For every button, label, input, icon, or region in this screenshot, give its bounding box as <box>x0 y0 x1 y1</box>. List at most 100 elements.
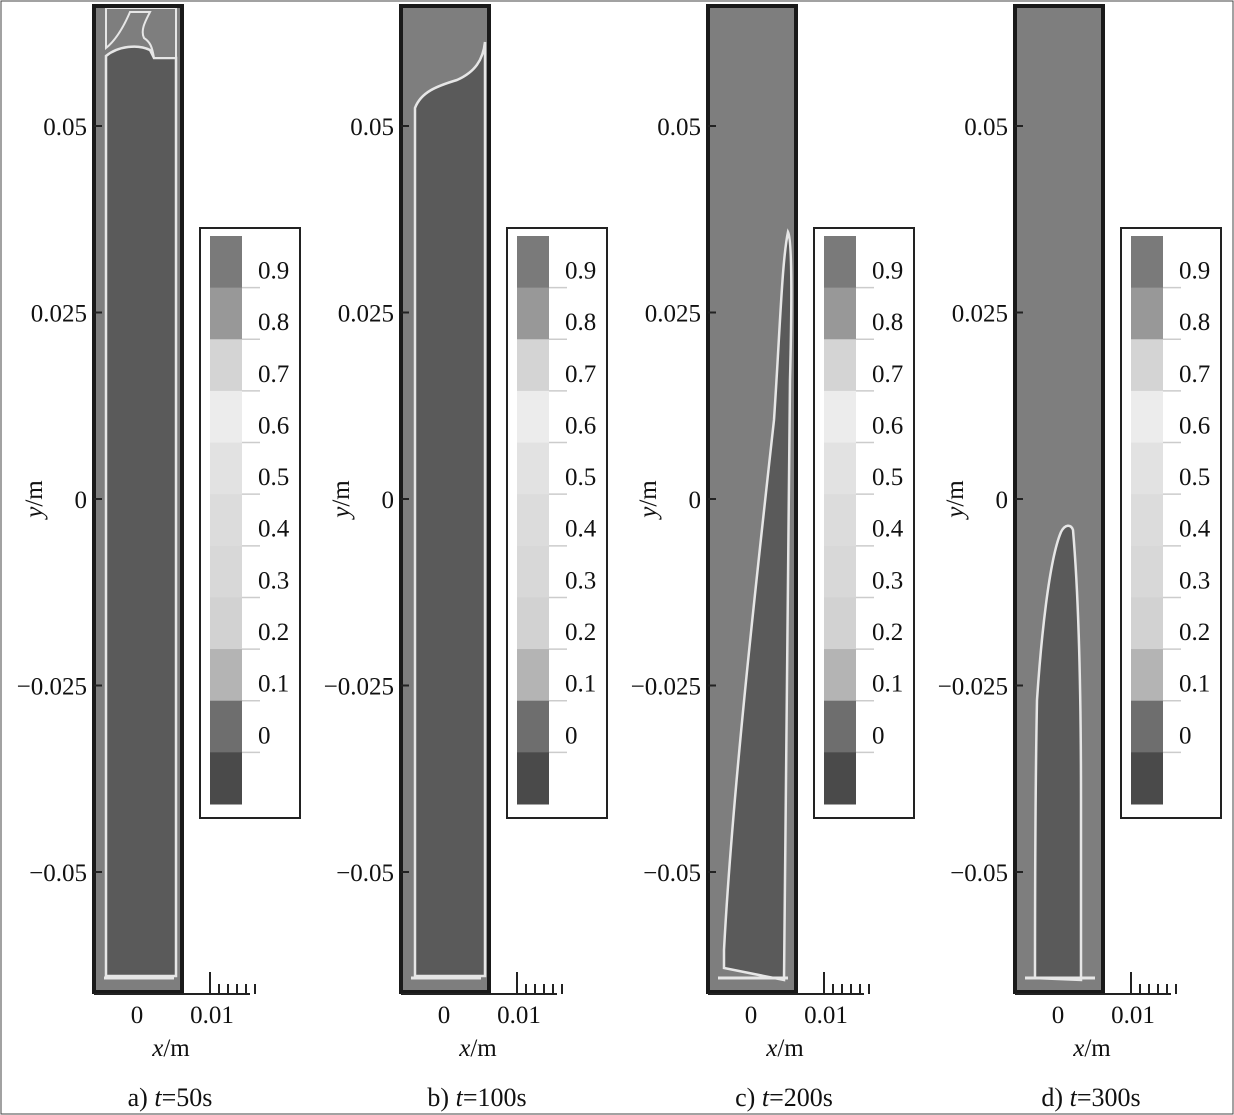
legend-swatch <box>517 545 549 598</box>
legend-label: 0.7 <box>258 361 289 388</box>
y-tick-label: 0.05 <box>350 114 394 141</box>
y-tick-label: 0.05 <box>657 114 701 141</box>
legend-swatch <box>824 494 856 547</box>
legend-label: 0.6 <box>1179 412 1210 439</box>
legend-label: 0.3 <box>1179 567 1210 594</box>
legend-swatch <box>210 700 242 753</box>
legend-label: 0.1 <box>565 671 596 698</box>
legend-swatch <box>1131 752 1163 805</box>
legend-label: 0.8 <box>872 309 903 336</box>
x-tick-label: 0 <box>438 1002 451 1029</box>
legend-label: 0 <box>258 722 271 749</box>
y-tick-label: −0.05 <box>950 860 1008 887</box>
legend-label: 0.5 <box>872 464 903 491</box>
legend-label: 0.5 <box>258 464 289 491</box>
y-tick-label: 0.05 <box>43 114 87 141</box>
legend-label: 0.4 <box>258 516 290 543</box>
panel-a: 0.05 0.025 0 −0.025 −0.05 y/m 0 0.01x/m 0.9 0.8 0.… <box>17 4 301 1112</box>
legend-swatch <box>517 339 549 392</box>
legend-label: 0.3 <box>872 567 903 594</box>
legend-swatch <box>210 597 242 650</box>
panel-caption: b) t=100s <box>427 1083 526 1112</box>
x-tick-label: 0.01 <box>190 1002 234 1029</box>
legend-swatch <box>517 287 549 340</box>
panel-d: 0.05 0.025 0 −0.025 −0.05 y/m 0 0.01x/m 0.9 0.8 0.… <box>938 4 1222 1112</box>
x-tick-label: 0.01 <box>497 1002 541 1029</box>
legend-label: 0.1 <box>872 671 903 698</box>
x-axis-label: x/m <box>1072 1035 1111 1062</box>
legend-label: 0 <box>872 722 885 749</box>
legend-label: 0.4 <box>565 516 597 543</box>
legend-swatch <box>517 494 549 547</box>
y-tick-label: −0.025 <box>17 674 87 701</box>
legend-label: 0.8 <box>565 309 596 336</box>
y-tick-label: 0.025 <box>645 301 701 328</box>
legend-label: 0 <box>1179 722 1192 749</box>
legend-swatch <box>210 287 242 340</box>
legend-label: 0.1 <box>1179 671 1210 698</box>
y-tick-label: 0.025 <box>31 301 87 328</box>
legend-swatch <box>210 442 242 495</box>
y-tick-label: 0.025 <box>338 301 394 328</box>
legend-label: 0.2 <box>565 619 596 646</box>
legend-swatch <box>517 752 549 805</box>
y-tick-label: −0.05 <box>336 860 394 887</box>
legend-swatch <box>824 339 856 392</box>
legend-label: 0 <box>565 722 578 749</box>
legend-swatch <box>824 545 856 598</box>
legend-label: 0.3 <box>565 567 596 594</box>
legend-swatch <box>824 236 856 289</box>
legend-swatch <box>210 752 242 805</box>
y-axis-label: y/m <box>942 480 969 521</box>
y-tick-label: −0.05 <box>643 860 701 887</box>
legend-swatch <box>210 649 242 702</box>
y-tick-label: −0.025 <box>324 674 394 701</box>
panel-b: 0.05 0.025 0 −0.025 −0.05 y/m 0 0.01x/m 0.9 0.8 0.… <box>324 4 608 1112</box>
legend-label: 0.6 <box>258 412 289 439</box>
legend-swatch <box>517 390 549 444</box>
legend-label: 0.2 <box>1179 619 1210 646</box>
legend-label: 0.6 <box>872 412 903 439</box>
x-tick-label: 0 <box>1052 1002 1065 1029</box>
legend-swatch <box>1131 442 1163 495</box>
legend-swatch <box>824 442 856 495</box>
legend-swatch <box>1131 545 1163 598</box>
legend-label: 0.9 <box>258 258 289 285</box>
legend-swatch <box>210 390 242 444</box>
panel-c: 0.05 0.025 0 −0.025 −0.05 y/m 0 0.01x/m 0.9 0.8 0.… <box>631 4 915 1112</box>
y-axis-label: y/m <box>21 480 48 521</box>
legend-swatch <box>517 700 549 753</box>
legend-swatch <box>824 287 856 340</box>
liquid-region <box>722 228 793 982</box>
y-tick-label: −0.025 <box>631 674 701 701</box>
legend-label: 0.1 <box>258 671 289 698</box>
legend-label: 0.9 <box>565 258 596 285</box>
x-axis-label: x/m <box>765 1035 804 1062</box>
legend-label: 0.4 <box>872 516 904 543</box>
legend-label: 0.2 <box>872 619 903 646</box>
legend-label: 0.4 <box>1179 516 1211 543</box>
x-axis-label: x/m <box>151 1035 190 1062</box>
x-axis-label: x/m <box>458 1035 497 1062</box>
y-tick-label: 0 <box>382 487 395 514</box>
legend-label: 0.8 <box>258 309 289 336</box>
liquid-region <box>104 45 178 978</box>
legend-label: 0.7 <box>565 361 596 388</box>
y-tick-label: 0.05 <box>964 114 1008 141</box>
x-tick-label: 0.01 <box>804 1002 848 1029</box>
panel-caption: c) t=200s <box>735 1083 833 1112</box>
legend-label: 0.5 <box>565 464 596 491</box>
legend-swatch <box>1131 390 1163 444</box>
x-tick-label: 0 <box>131 1002 144 1029</box>
legend-swatch <box>1131 339 1163 392</box>
legend-swatch <box>824 390 856 444</box>
y-axis-label: y/m <box>328 480 355 521</box>
legend-swatch <box>210 545 242 598</box>
y-axis-label: y/m <box>635 480 662 521</box>
y-tick-label: −0.05 <box>29 860 87 887</box>
y-tick-label: −0.025 <box>938 674 1008 701</box>
legend-swatch <box>1131 236 1163 289</box>
